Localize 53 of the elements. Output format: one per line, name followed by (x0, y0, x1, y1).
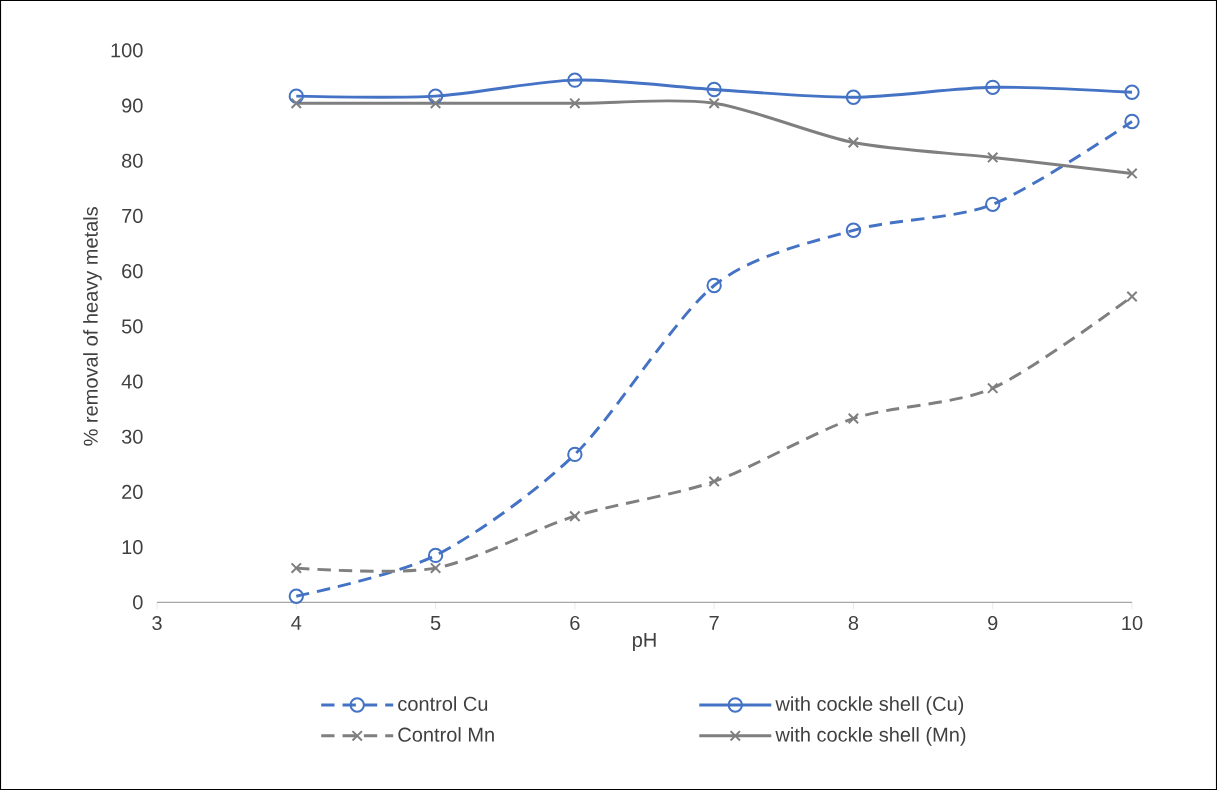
point (290, 562, 302, 574)
legend-label: with cockle shell (Cu) (775, 696, 964, 715)
point (987, 151, 999, 164)
point (429, 97, 442, 110)
y-tick-label: 50 (121, 319, 143, 334)
y-tick-label: 20 (122, 484, 143, 500)
x-tick-label: 10 (1122, 615, 1143, 631)
point (567, 446, 583, 463)
point (985, 79, 1001, 95)
point (1126, 167, 1138, 180)
y-tick-label: 10 (122, 540, 143, 555)
point (706, 81, 722, 98)
point (708, 97, 720, 110)
y-tick-label: 90 (122, 98, 143, 113)
x-tick-label: 9 (988, 615, 998, 631)
x-tick-label: 4 (291, 615, 302, 630)
x-tick-label: 7 (709, 615, 719, 630)
legend-label: with cockle shell (Mn) (775, 727, 966, 746)
y-tick-label: 100 (111, 43, 143, 58)
point (569, 97, 581, 110)
point (847, 136, 860, 149)
point (987, 382, 999, 394)
point (845, 222, 862, 238)
y-tick-label: 80 (122, 153, 143, 168)
point (290, 97, 302, 110)
y-tick-label: 70 (122, 208, 143, 223)
point (985, 196, 1001, 213)
point (845, 89, 862, 105)
point (429, 562, 442, 574)
x-tick-label: 3 (152, 615, 162, 631)
legend-label: control Cu (398, 696, 488, 711)
legend-label: Control Mn (398, 727, 494, 742)
y-tick-label: 40 (121, 374, 143, 389)
point (288, 88, 304, 104)
point (847, 412, 860, 425)
x-tick-label: 8 (848, 615, 859, 631)
point (569, 510, 581, 522)
y-tick-label: 0 (133, 595, 143, 610)
y-axis-title: % removal of heavy metals (83, 207, 102, 446)
point (706, 277, 722, 294)
y-tick-label: 60 (122, 264, 143, 279)
point (288, 588, 304, 604)
point (567, 72, 583, 88)
point (427, 547, 444, 564)
x-tick-label: 6 (570, 615, 580, 631)
point (1126, 290, 1138, 303)
x-axis-title: pH (633, 633, 656, 651)
point (1124, 84, 1140, 100)
y-tick-label: 30 (121, 429, 143, 444)
point (708, 475, 720, 488)
point (1124, 113, 1140, 130)
x-tick-label: 5 (430, 615, 441, 630)
point (427, 88, 444, 104)
